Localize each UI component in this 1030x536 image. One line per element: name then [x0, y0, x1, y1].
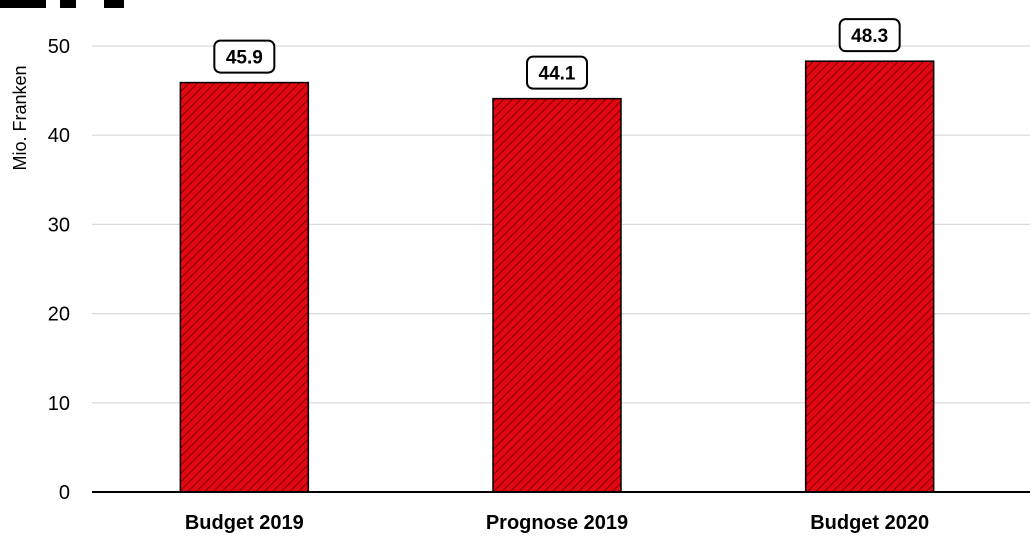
title-remnant-shape — [60, 0, 76, 8]
title-remnant-shape — [0, 0, 46, 8]
data-label-box — [213, 39, 276, 74]
category-labels: Budget 2019 Prognose 2019 Budget 2020 — [185, 512, 929, 534]
category-label: Budget 2019 — [185, 512, 304, 534]
data-label-box — [838, 18, 901, 53]
category-label: Budget 2020 — [810, 512, 929, 534]
bar — [492, 97, 622, 493]
y-tick-label: 10 — [48, 393, 70, 415]
data-labels: 45.9 44.1 48.3 — [213, 18, 901, 90]
y-tick-label: 20 — [48, 304, 70, 326]
data-label-box — [526, 55, 588, 90]
bar — [179, 81, 310, 493]
y-tick-label: 30 — [48, 214, 70, 236]
data-label: 44.1 — [526, 55, 588, 90]
data-label-text: 45.9 — [226, 48, 263, 69]
y-tick-label: 0 — [59, 482, 70, 504]
bars — [179, 60, 935, 493]
data-label: 48.3 — [838, 18, 901, 53]
category-label: Prognose 2019 — [486, 512, 628, 534]
y-axis-ticks: 0 10 20 30 40 50 — [48, 36, 70, 504]
data-label-text: 44.1 — [539, 64, 576, 85]
bar — [804, 60, 935, 493]
y-axis-label: Mio. Franken — [10, 65, 30, 170]
title-remnant-shape — [104, 0, 124, 8]
data-label: 45.9 — [213, 39, 276, 74]
y-tick-label: 50 — [48, 36, 70, 58]
data-label-text: 48.3 — [851, 26, 888, 47]
y-tick-label: 40 — [48, 125, 70, 147]
